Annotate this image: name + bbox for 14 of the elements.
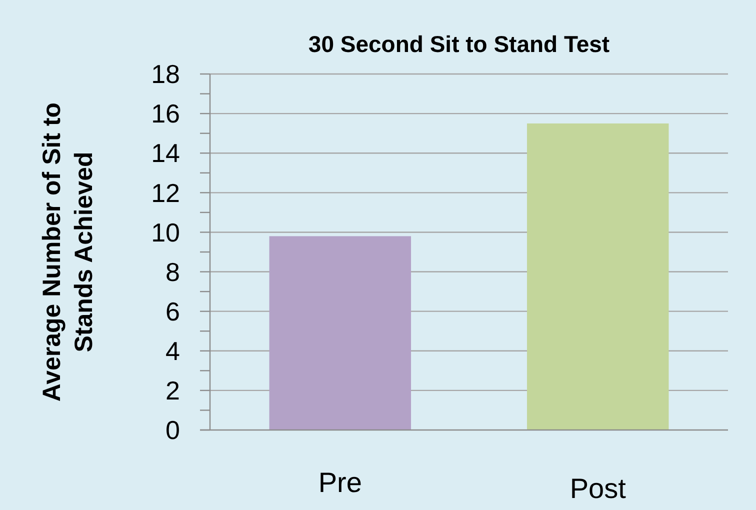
y-tick-label: 18 <box>151 59 180 90</box>
y-tick-label: 16 <box>151 98 180 129</box>
x-tick-label: Pre <box>318 467 362 498</box>
y-tick-label: 4 <box>166 336 180 366</box>
y-tick-label: 8 <box>166 256 180 287</box>
y-tick-label: 12 <box>151 178 180 208</box>
x-tick-label: Post <box>570 473 626 504</box>
y-tick-label: 2 <box>166 376 180 406</box>
y-tick-label: 0 <box>166 415 180 446</box>
y-tick-label: 6 <box>166 296 180 326</box>
y-tick-label: 10 <box>151 217 180 248</box>
chart-title: 30 Second Sit to Stand Test <box>308 31 610 57</box>
y-axis-title: Average Number of Sit to Stands Achieved <box>38 102 98 402</box>
y-tick-label: 14 <box>151 138 180 168</box>
